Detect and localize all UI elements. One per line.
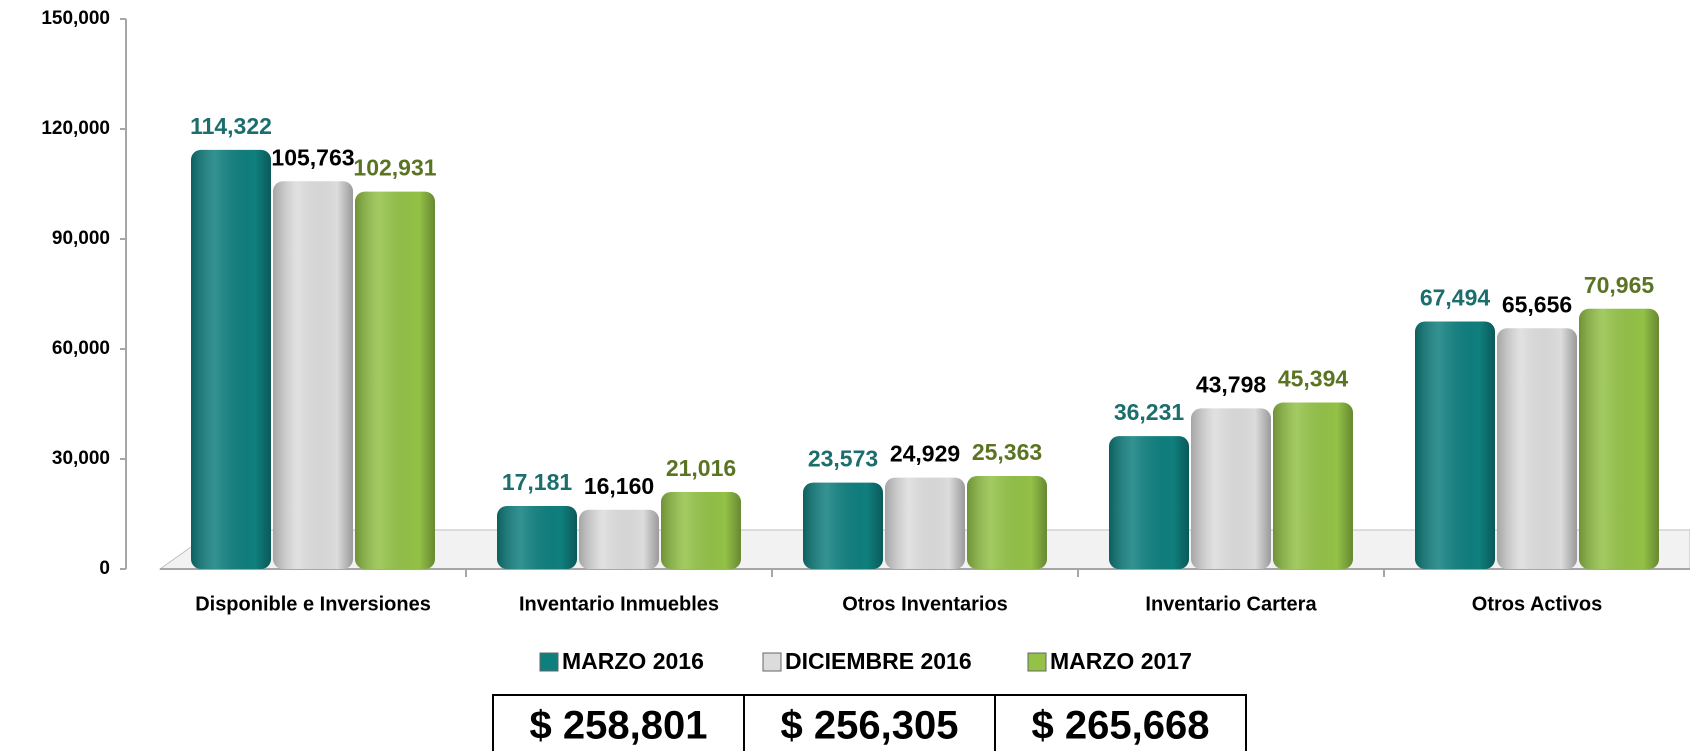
table-cell-text: $ 258,801 — [530, 704, 708, 748]
bar-shade — [1191, 408, 1271, 569]
y-tick-label: 30,000 — [52, 448, 110, 469]
y-tick-label: 120,000 — [41, 118, 110, 139]
bar-shade — [273, 181, 353, 569]
bar-shade — [1579, 308, 1659, 569]
legend-swatch — [762, 652, 782, 672]
x-tick-label: Inventario Inmuebles — [519, 593, 719, 615]
data-label: 16,160 — [584, 473, 654, 499]
bar-shade — [803, 482, 883, 569]
table-cell-text: $ 265,668 — [1032, 704, 1210, 748]
bar-shade — [1497, 328, 1577, 569]
data-label: 114,322 — [190, 113, 272, 139]
y-tick-label: 0 — [99, 558, 110, 579]
bar-shade — [355, 191, 435, 569]
y-tick-label: 150,000 — [41, 8, 110, 29]
x-tick-label: Disponible e Inversiones — [195, 593, 431, 615]
bar-shade — [1415, 321, 1495, 569]
data-label: 36,231 — [1114, 399, 1185, 425]
legend-swatch — [1027, 652, 1047, 672]
data-label: 65,656 — [1502, 291, 1572, 317]
data-label: 17,181 — [502, 469, 573, 495]
data-label: 45,394 — [1278, 366, 1349, 392]
table-cell — [994, 694, 1247, 751]
data-label: 105,763 — [271, 144, 354, 170]
bar-shade — [1273, 402, 1353, 569]
data-label: 24,929 — [890, 441, 960, 467]
bar-shade — [885, 477, 965, 569]
legend-label: MARZO 2017 — [1050, 648, 1192, 674]
x-tick-label: Otros Inventarios — [842, 593, 1008, 615]
data-label: 23,573 — [808, 446, 878, 472]
legend-label: MARZO 2016 — [562, 648, 704, 674]
x-tick-label: Otros Activos — [1472, 593, 1602, 615]
bar-shade — [497, 506, 577, 569]
x-tick-label: Inventario Cartera — [1145, 593, 1317, 615]
y-tick-label: 90,000 — [52, 228, 110, 249]
data-label: 67,494 — [1420, 285, 1491, 311]
y-tick-label: 60,000 — [52, 338, 110, 359]
data-label: 21,016 — [666, 455, 736, 481]
data-label: 25,363 — [972, 439, 1042, 465]
bar-shade — [579, 509, 659, 569]
data-label: 102,931 — [353, 155, 436, 181]
data-label: 70,965 — [1584, 272, 1655, 298]
bar-shade — [967, 476, 1047, 569]
data-label: 43,798 — [1196, 371, 1267, 397]
legend-label: DICIEMBRE 2016 — [785, 648, 972, 674]
bar-shade — [661, 491, 741, 569]
legend-swatch — [539, 652, 559, 672]
table-cell-text: $ 256,305 — [781, 704, 959, 748]
bar-shade — [191, 149, 271, 569]
bar-shade — [1109, 436, 1189, 569]
